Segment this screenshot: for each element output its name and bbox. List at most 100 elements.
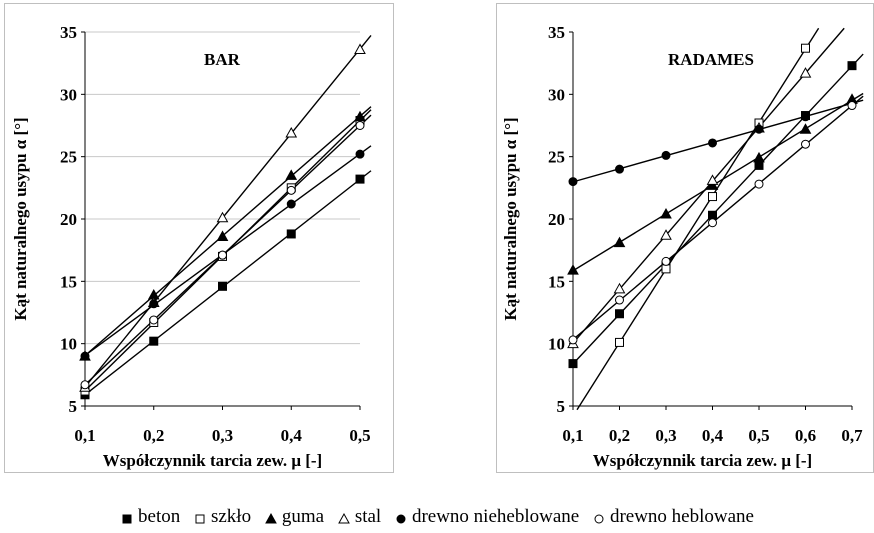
data-point-drewno-nieheblowane: [754, 124, 764, 134]
data-point-drewno-heblowane: [568, 335, 578, 345]
data-point-drewno-heblowane: [149, 315, 159, 325]
data-point-guma: [285, 169, 298, 180]
legend-marker: [122, 514, 132, 524]
data-point-stal: [354, 43, 366, 54]
x-tick-label: 0,4: [702, 426, 724, 445]
data-point-guma: [567, 264, 579, 275]
legend-marker-shape: [122, 514, 132, 524]
x-tick-label: 0,7: [841, 426, 863, 445]
data-point-stal: [660, 229, 672, 240]
triangle-filled-icon: [264, 506, 278, 528]
trendline-drewno-heblowane: [84, 114, 372, 386]
data-point-beton: [568, 359, 578, 369]
data-point-drewno-nieheblowane: [568, 177, 578, 187]
data-point-beton: [355, 174, 365, 184]
legend-marker: [195, 514, 205, 524]
y-tick-label: 35: [60, 23, 77, 42]
data-point-guma: [660, 207, 672, 219]
legend-label: stal: [354, 506, 382, 527]
data-point-drewno-heblowane: [80, 380, 90, 390]
x-tick-label: 0,5: [349, 426, 370, 445]
legend-marker: [264, 512, 277, 524]
x-tick-label: 0,2: [609, 426, 630, 445]
data-point-drewno-nieheblowane: [355, 149, 365, 159]
legend-marker: [594, 514, 604, 524]
triangle-open-icon: [337, 506, 351, 528]
data-point-beton: [286, 229, 296, 239]
legend-label: guma: [281, 506, 325, 527]
legend-marker: [337, 512, 350, 524]
legend-item-guma: guma: [264, 506, 324, 528]
data-point-drewno-nieheblowane: [286, 199, 296, 209]
legend-item-szklo: szkło: [193, 506, 251, 528]
data-point-drewno-heblowane: [754, 179, 764, 189]
data-point-drewno-nieheblowane: [661, 150, 671, 160]
data-point-stal: [216, 211, 229, 223]
legend: beton szkło guma stal drewno nieheblowan…: [0, 506, 874, 528]
legend-marker-shape: [337, 512, 350, 524]
data-point-guma: [354, 110, 366, 122]
data-point-szkło: [708, 192, 717, 202]
data-point-beton: [754, 160, 764, 170]
legend-marker-shape: [594, 514, 604, 524]
y-tick-label: 25: [548, 148, 565, 167]
y-tick-label: 10: [548, 335, 565, 354]
data-point-drewno-heblowane: [218, 250, 227, 260]
y-tick-label: 30: [548, 85, 565, 104]
circle-open-icon: [592, 506, 606, 528]
legend-label: szkło: [210, 506, 252, 527]
data-point-drewno-heblowane: [615, 295, 624, 305]
data-point-stal: [285, 126, 298, 138]
data-point-drewno-nieheblowane: [80, 351, 90, 361]
data-point-drewno-nieheblowane: [149, 299, 159, 309]
legend-label: beton: [138, 506, 181, 527]
y-tick-label: 15: [60, 272, 77, 291]
data-point-szkło: [615, 337, 624, 347]
data-point-beton: [847, 61, 857, 71]
chart-title: RADAMES: [668, 50, 754, 69]
legend-item-drewno-nieheblowane: drewno nieheblowane: [394, 506, 579, 528]
chart-bar-frame: [4, 3, 394, 473]
y-tick-label: 5: [69, 397, 78, 416]
data-point-drewno-heblowane: [801, 139, 810, 149]
data-point-szkło: [801, 43, 810, 53]
x-tick-label: 0,3: [212, 426, 233, 445]
legend-label: drewno nieheblowane: [411, 506, 580, 527]
data-point-guma: [216, 230, 229, 241]
data-point-drewno-heblowane: [286, 185, 296, 195]
data-point-stal: [706, 174, 719, 185]
y-tick-label: 25: [60, 148, 77, 167]
data-point-guma: [799, 123, 812, 134]
x-tick-label: 0,1: [562, 426, 583, 445]
y-tick-label: 20: [60, 210, 77, 229]
data-point-drewno-heblowane: [708, 218, 717, 228]
data-point-stal: [613, 282, 626, 294]
y-tick-label: 10: [60, 335, 77, 354]
y-tick-label: 5: [557, 397, 566, 416]
legend-item-stal: stal: [337, 506, 381, 528]
y-tick-label: 15: [548, 272, 565, 291]
trendline-beton: [84, 170, 372, 396]
data-point-drewno-heblowane: [661, 256, 671, 266]
data-point-stal: [799, 67, 812, 78]
square-filled-icon: [120, 506, 134, 528]
data-point-drewno-heblowane: [355, 121, 365, 130]
data-point-drewno-heblowane: [847, 101, 857, 111]
data-point-guma: [613, 236, 626, 248]
data-point-drewno-nieheblowane: [708, 138, 717, 148]
trendline-szkło: [576, 27, 820, 411]
legend-marker-shape: [195, 514, 205, 524]
trendline-guma: [84, 106, 372, 357]
data-point-beton: [708, 210, 717, 220]
data-point-szkło: [661, 264, 671, 274]
y-axis-label: Kąt naturalnego usypu α [°]: [501, 117, 520, 320]
y-axis-label: Kąt naturalnego usypu α [°]: [11, 117, 30, 320]
square-open-icon: [193, 506, 207, 528]
circle-filled-icon: [394, 506, 408, 528]
y-tick-label: 30: [60, 85, 77, 104]
x-tick-label: 0,5: [748, 426, 769, 445]
legend-item-beton: beton: [120, 506, 180, 528]
x-tick-label: 0,3: [655, 426, 676, 445]
x-axis-label: Współczynnik tarcia zew. μ [-]: [103, 451, 322, 470]
